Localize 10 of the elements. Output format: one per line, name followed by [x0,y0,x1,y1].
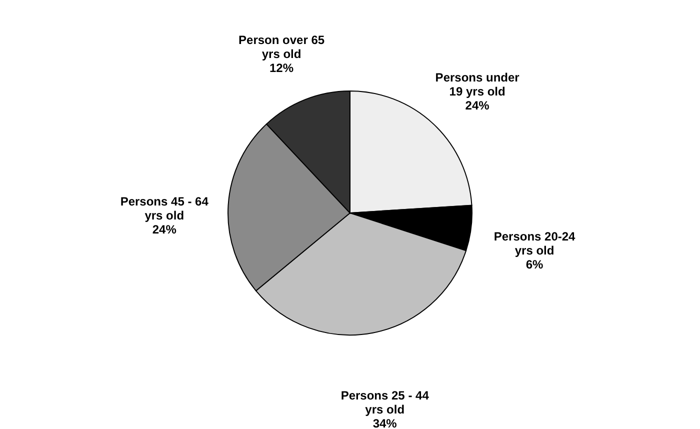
slice-label: Persons 45 - 64 yrs old [120,194,209,222]
data-label: 24% [152,222,177,236]
data-label: 34% [372,416,398,429]
data-label: 12% [270,61,294,76]
data-label: 24% [465,98,490,112]
slice-label: Persons 20-24 yrs old [494,229,576,258]
slice-label: Persons under 19 yrs old [435,70,520,98]
slice-label: Persons 25 - 44 yrs old [340,388,430,417]
data-label: 6% [526,257,544,272]
slice-label: Person over 65 yrs old [238,33,325,62]
